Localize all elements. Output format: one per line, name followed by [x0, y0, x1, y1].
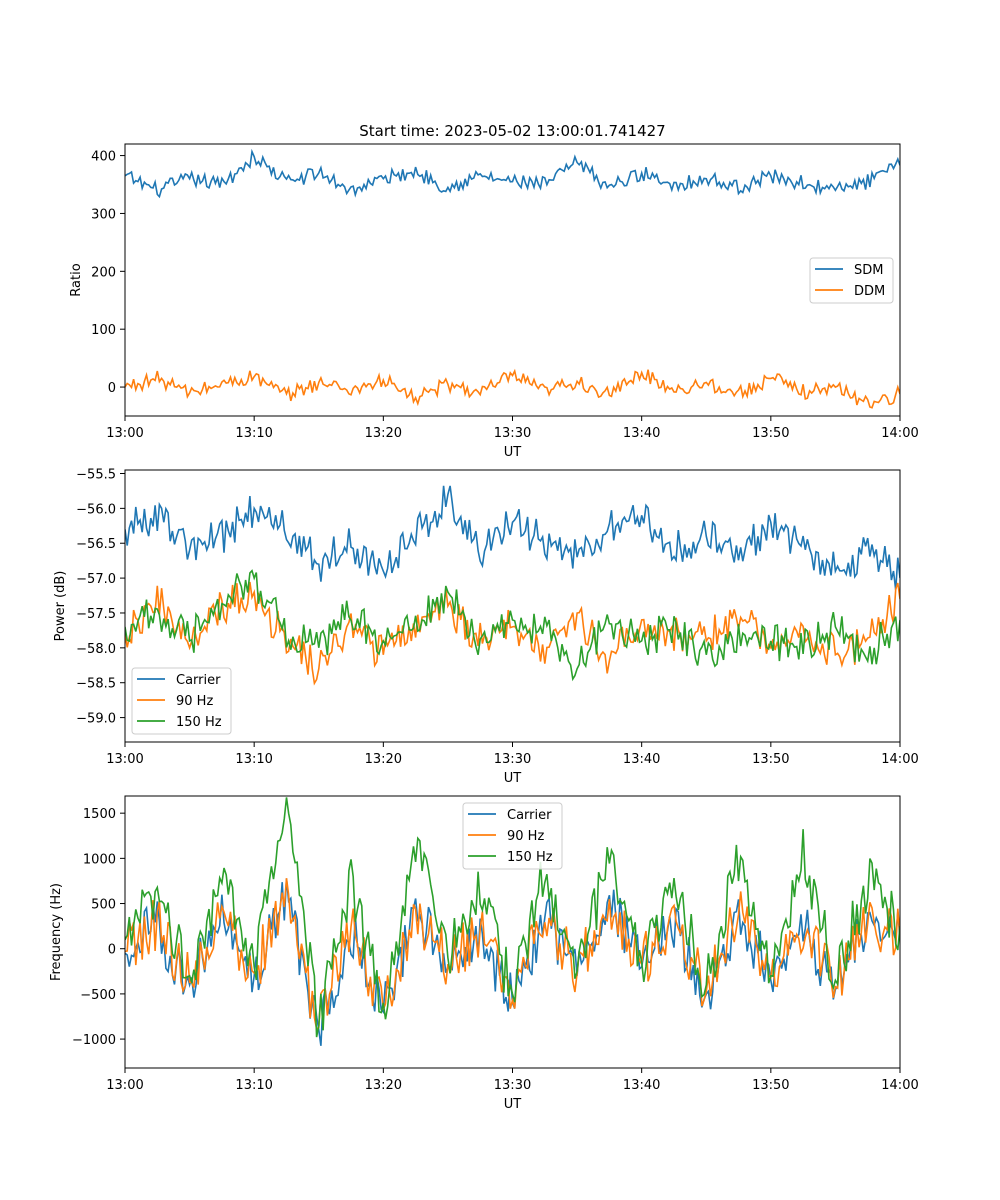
x-tick-label: 13:50 — [752, 426, 789, 441]
series-line-90-hz — [125, 581, 900, 686]
y-tick-label: −57.0 — [76, 572, 116, 587]
y-tick-label: 300 — [91, 207, 116, 222]
legend: Carrier 90 Hz 150 Hz — [131, 667, 232, 735]
x-tick-label: 13:40 — [623, 752, 660, 767]
y-tick-label: −57.5 — [76, 607, 116, 622]
series-line-sdm — [125, 148, 900, 199]
x-axis-label: UT — [504, 771, 522, 786]
legend: SDM DDM — [809, 257, 894, 304]
y-tick-label: −58.5 — [76, 677, 116, 692]
legend-label: SDM — [854, 263, 883, 278]
legend-label: 90 Hz — [176, 694, 213, 709]
y-tick-label: −56.5 — [76, 537, 116, 552]
series-line-ddm — [125, 368, 900, 409]
y-tick-label: 1500 — [83, 807, 116, 822]
y-tick-label: −56.0 — [76, 502, 116, 517]
figure-title: Start time: 2023-05-02 13:00:01.741427 — [359, 122, 665, 140]
y-tick-label: 500 — [91, 898, 116, 913]
x-tick-label: 13:20 — [365, 1078, 402, 1093]
y-axis-label: Frequency (Hz) — [49, 883, 64, 981]
x-tick-label: 13:10 — [235, 752, 272, 767]
y-tick-label: 1000 — [83, 852, 116, 867]
legend-label: Carrier — [176, 673, 221, 688]
legend-label: 90 Hz — [507, 829, 544, 844]
series-line-150-hz — [125, 797, 900, 1038]
x-tick-label: 13:30 — [494, 1078, 531, 1093]
y-tick-label: 100 — [91, 323, 116, 338]
x-tick-label: 14:00 — [881, 752, 918, 767]
x-axis-label: UT — [504, 445, 522, 460]
x-tick-label: 13:40 — [623, 1078, 660, 1093]
x-tick-label: 13:20 — [365, 426, 402, 441]
x-tick-label: 13:30 — [494, 752, 531, 767]
x-tick-label: 13:10 — [235, 426, 272, 441]
ratio-panel: 13:00 13:10 13:20 13:30 13:40 13:50 14:00 0 100 2… — [69, 143, 919, 460]
frequency-panel: 13:00 13:10 13:20 13:30 13:40 13:50 14:00 −1000… — [49, 795, 919, 1112]
y-axis-label: Ratio — [69, 263, 84, 296]
y-tick-label: 0 — [108, 943, 116, 958]
legend-box — [462, 802, 563, 870]
legend-label: 150 Hz — [176, 715, 222, 730]
legend-label: Carrier — [507, 808, 552, 823]
x-tick-label: 13:30 — [494, 426, 531, 441]
series-line-carrier — [125, 485, 900, 590]
y-tick-label: −500 — [80, 988, 116, 1003]
y-tick-label: 200 — [91, 265, 116, 280]
y-axis-label: Power (dB) — [53, 571, 68, 642]
x-tick-label: 13:50 — [752, 1078, 789, 1093]
legend: Carrier 90 Hz 150 Hz — [462, 802, 563, 870]
x-tick-label: 13:40 — [623, 426, 660, 441]
y-tick-label: 0 — [108, 381, 116, 396]
legend-box — [131, 667, 232, 735]
legend-label: DDM — [854, 284, 885, 299]
x-tick-label: 13:20 — [365, 752, 402, 767]
y-tick-label: −55.5 — [76, 467, 116, 482]
power-panel: 13:00 13:10 13:20 13:30 13:40 13:50 14:00 −55.5… — [53, 467, 919, 786]
x-tick-label: 13:10 — [235, 1078, 272, 1093]
series-line-150-hz — [125, 569, 900, 682]
x-tick-label: 13:00 — [106, 426, 143, 441]
x-tick-label: 13:00 — [106, 752, 143, 767]
y-tick-label: −1000 — [72, 1033, 116, 1048]
x-tick-label: 14:00 — [881, 1078, 918, 1093]
y-tick-label: −59.0 — [76, 712, 116, 727]
y-tick-label: −58.0 — [76, 642, 116, 657]
x-tick-label: 13:50 — [752, 752, 789, 767]
y-tick-label: 400 — [91, 150, 116, 165]
x-tick-label: 14:00 — [881, 426, 918, 441]
legend-label: 150 Hz — [507, 850, 553, 865]
x-tick-label: 13:00 — [106, 1078, 143, 1093]
x-axis-label: UT — [504, 1097, 522, 1112]
